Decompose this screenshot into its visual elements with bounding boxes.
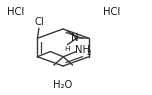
Text: H₂O: H₂O [54,80,73,90]
Text: HCl: HCl [103,7,120,17]
Text: HCl: HCl [7,7,24,17]
Text: N: N [71,33,78,43]
Text: H: H [64,46,69,52]
Text: 2: 2 [86,50,91,56]
Text: Cl: Cl [35,17,45,27]
Text: NH: NH [75,45,90,55]
